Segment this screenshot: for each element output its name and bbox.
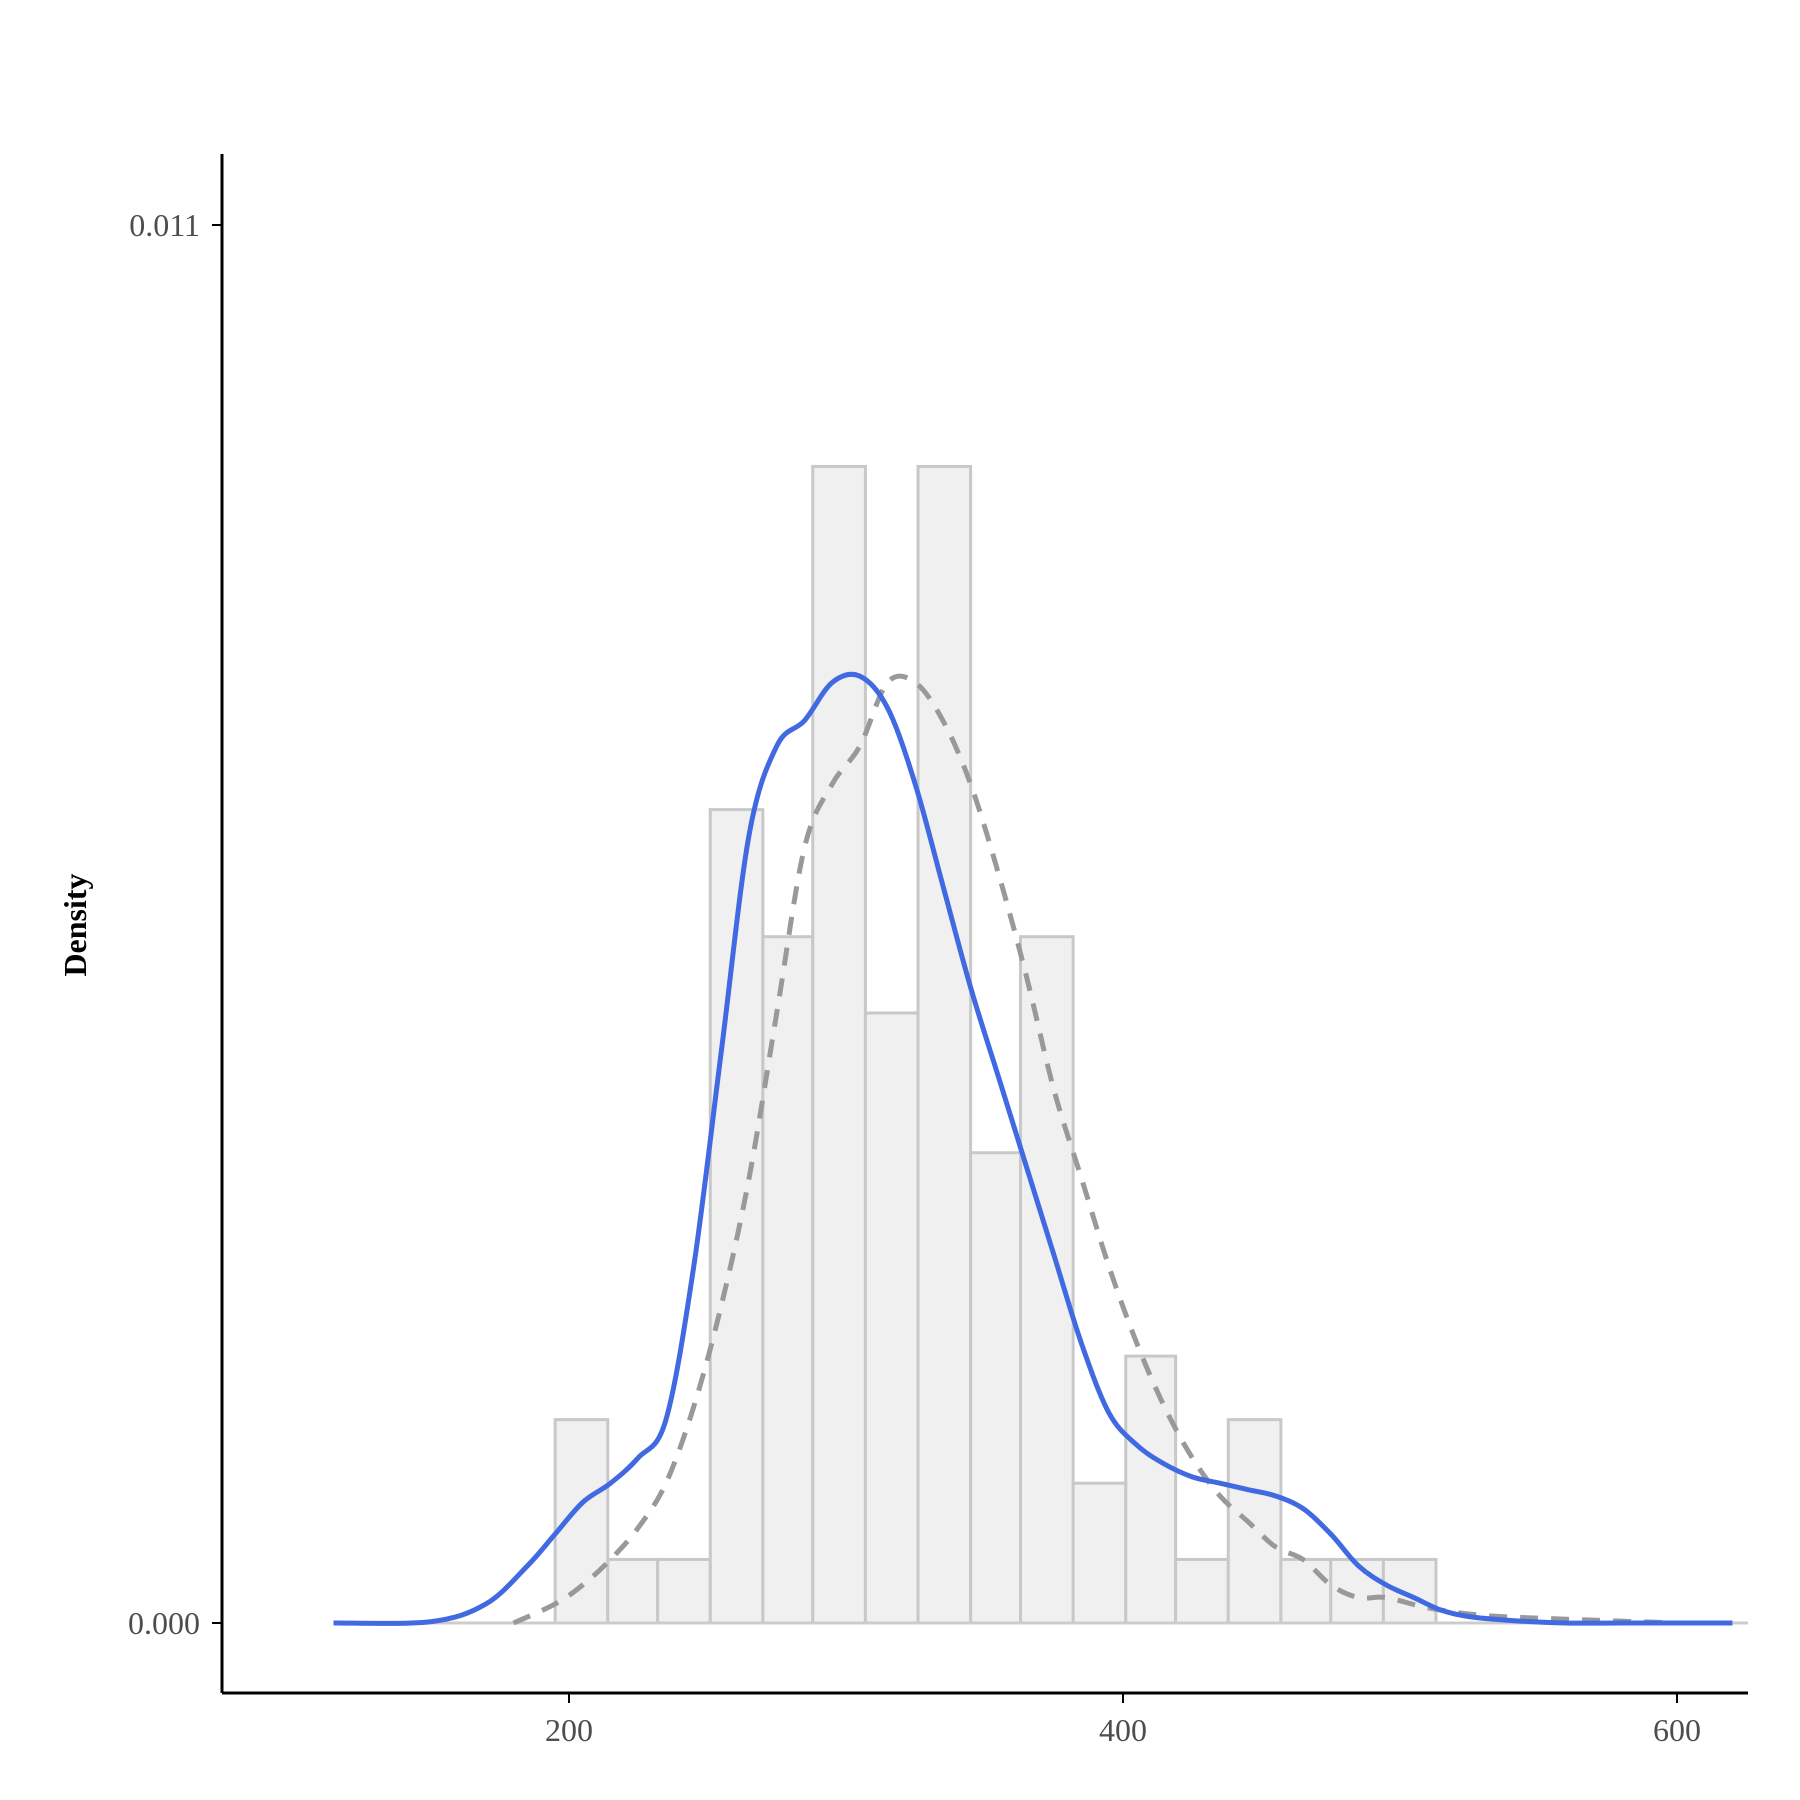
histogram-bar xyxy=(606,1557,660,1625)
histogram-bar xyxy=(1174,1557,1230,1625)
x-tick-label: 200 xyxy=(545,1712,593,1748)
y-axis-title: Density xyxy=(57,873,93,976)
y-tick-label: 0.000 xyxy=(128,1605,200,1641)
histogram-bar xyxy=(969,1151,1023,1625)
histogram-bar xyxy=(1071,1481,1128,1625)
histogram-bar xyxy=(1226,1418,1283,1625)
histogram-bar xyxy=(811,464,867,1625)
x-tick-label: 600 xyxy=(1653,1712,1701,1748)
histogram-bar xyxy=(656,1557,712,1625)
kde-curve-line xyxy=(333,671,1733,1626)
histogram-bar xyxy=(708,808,765,1625)
y-tick-label: 0.011 xyxy=(129,207,200,243)
histogram-bar xyxy=(1279,1557,1333,1625)
y-axis-ticks: 0.000 0.011 xyxy=(128,207,222,1641)
normal-curve-line xyxy=(512,673,1678,1626)
x-axis-ticks: 200 400 600 xyxy=(545,1693,1701,1748)
histogram-bar xyxy=(1381,1557,1438,1625)
histogram-bars xyxy=(553,464,1438,1625)
x-tick-label: 400 xyxy=(1099,1712,1147,1748)
histogram-bar xyxy=(863,1011,920,1625)
histogram-bar xyxy=(916,464,973,1625)
histogram-bar xyxy=(1124,1354,1178,1625)
histogram-bar xyxy=(1019,935,1075,1625)
